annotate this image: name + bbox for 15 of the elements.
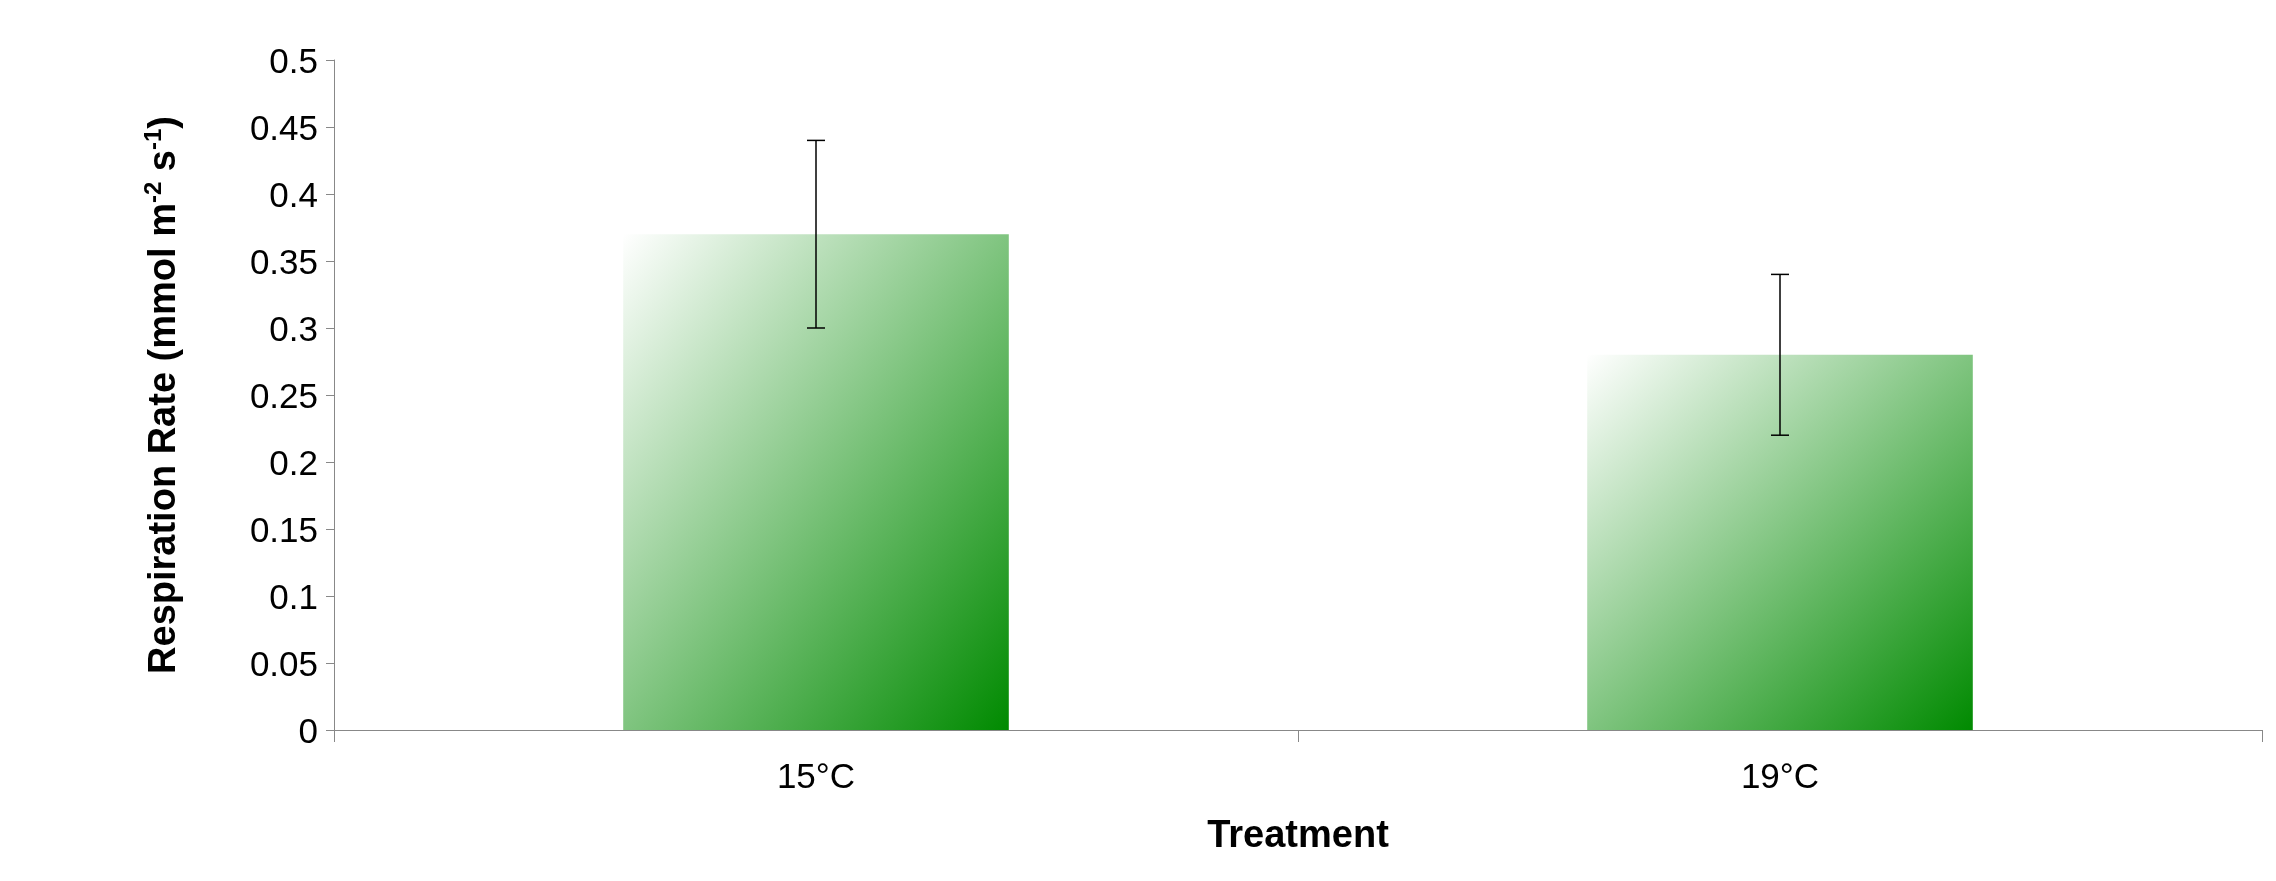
y-tick-label: 0.35 — [249, 241, 318, 281]
y-tick-label: 0.05 — [249, 643, 318, 683]
y-axis-title: Respiration Rate (mmol m-2 s-1) — [138, 116, 183, 674]
y-tick-label: 0.15 — [249, 509, 318, 549]
y-tick-label: 0.2 — [269, 442, 318, 482]
x-axis-title: Treatment — [1207, 813, 1390, 855]
y-tick-label: 0.3 — [269, 308, 318, 348]
y-tick-label: 0.5 — [269, 40, 318, 80]
y-tick-label: 0 — [298, 710, 318, 750]
y-tick-label: 0.1 — [269, 576, 318, 616]
x-tick-label: 19°C — [1740, 756, 1820, 795]
y-tick-label: 0.25 — [249, 375, 318, 415]
x-tick-label: 15°C — [776, 756, 856, 795]
y-tick-label: 0.45 — [249, 107, 318, 147]
y-tick-label: 0.4 — [269, 174, 318, 214]
